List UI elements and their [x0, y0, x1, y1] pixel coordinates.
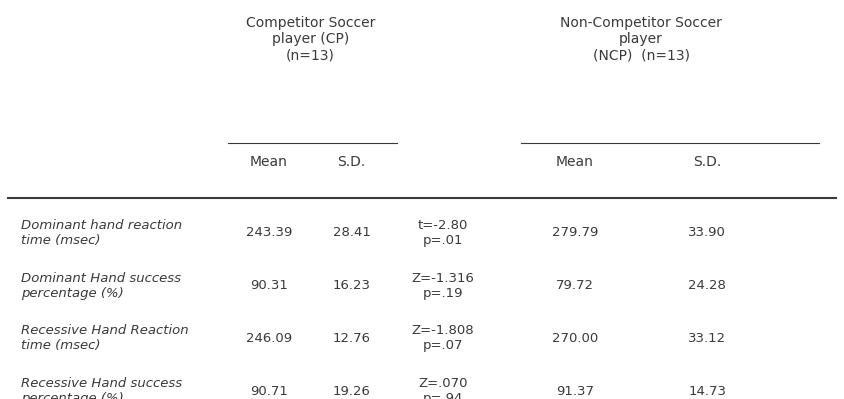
Text: 90.31: 90.31	[250, 279, 288, 292]
Text: 270.00: 270.00	[552, 332, 598, 345]
Text: 28.41: 28.41	[333, 226, 371, 239]
Text: 33.12: 33.12	[689, 332, 727, 345]
Text: 33.90: 33.90	[689, 226, 727, 239]
Text: 24.28: 24.28	[689, 279, 727, 292]
Text: Mean: Mean	[556, 154, 594, 168]
Text: S.D.: S.D.	[693, 154, 722, 168]
Text: 279.79: 279.79	[552, 226, 598, 239]
Text: 243.39: 243.39	[246, 226, 292, 239]
Text: t=-2.80
p=.01: t=-2.80 p=.01	[418, 219, 468, 247]
Text: Z=-1.808
p=.07: Z=-1.808 p=.07	[411, 324, 474, 352]
Text: Recessive Hand success
percentage (%): Recessive Hand success percentage (%)	[21, 377, 182, 399]
Text: 246.09: 246.09	[246, 332, 292, 345]
Text: 16.23: 16.23	[333, 279, 371, 292]
Text: Dominant Hand success
percentage (%): Dominant Hand success percentage (%)	[21, 272, 181, 300]
Text: Recessive Hand Reaction
time (msec): Recessive Hand Reaction time (msec)	[21, 324, 188, 352]
Text: 90.71: 90.71	[250, 385, 288, 397]
Text: Mean: Mean	[250, 154, 288, 168]
Text: Competitor Soccer
player (CP)
(n=13): Competitor Soccer player (CP) (n=13)	[246, 16, 375, 62]
Text: 91.37: 91.37	[556, 385, 594, 397]
Text: Z=.070
p=.94: Z=.070 p=.94	[418, 377, 468, 399]
Text: 19.26: 19.26	[333, 385, 371, 397]
Text: Non-Competitor Soccer
player
(NCP)  (n=13): Non-Competitor Soccer player (NCP) (n=13…	[560, 16, 722, 62]
Text: Z=-1.316
p=.19: Z=-1.316 p=.19	[411, 272, 474, 300]
Text: S.D.: S.D.	[338, 154, 365, 168]
Text: 79.72: 79.72	[556, 279, 594, 292]
Text: Dominant hand reaction
time (msec): Dominant hand reaction time (msec)	[21, 219, 182, 247]
Text: 14.73: 14.73	[689, 385, 727, 397]
Text: 12.76: 12.76	[333, 332, 371, 345]
